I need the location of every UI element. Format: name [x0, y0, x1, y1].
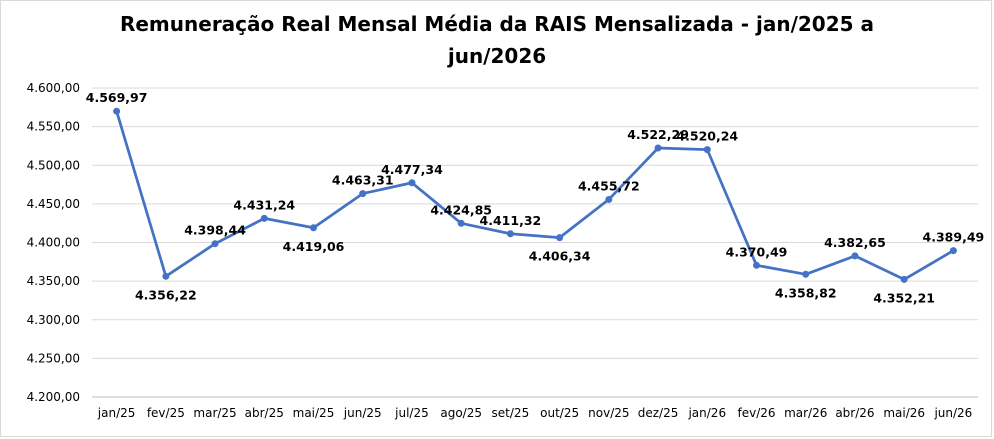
x-tick-label: jun/25	[343, 406, 382, 420]
data-point	[949, 247, 957, 255]
data-label: 4.411,32	[480, 213, 542, 228]
data-label: 4.455,72	[578, 178, 640, 193]
data-label: 4.522,29	[627, 127, 689, 142]
data-point	[605, 195, 613, 203]
data-label: 4.406,34	[529, 249, 591, 264]
data-label: 4.520,24	[676, 129, 738, 144]
x-tick-label: jun/26	[933, 406, 972, 420]
data-point	[654, 144, 662, 152]
data-point	[900, 275, 908, 283]
data-label: 4.389,49	[923, 230, 985, 245]
x-tick-label: fev/26	[737, 406, 775, 420]
x-tick-label: set/25	[492, 406, 530, 420]
data-label: 4.431,24	[233, 197, 295, 212]
y-tick-label: 4.250,00	[27, 351, 80, 365]
data-point	[408, 179, 416, 187]
data-point	[556, 234, 564, 242]
data-point	[359, 190, 367, 198]
x-tick-label: mai/25	[293, 406, 335, 420]
data-label: 4.370,49	[726, 244, 788, 259]
y-tick-label: 4.450,00	[27, 197, 80, 211]
x-tick-label: jul/25	[394, 406, 429, 420]
data-label: 4.477,34	[381, 162, 443, 177]
x-tick-label: dez/25	[638, 406, 679, 420]
x-tick-label: abr/26	[835, 406, 874, 420]
data-point	[113, 107, 121, 115]
y-tick-label: 4.400,00	[27, 236, 80, 250]
chart-title-line-1: Remuneração Real Mensal Média da RAIS Me…	[119, 12, 875, 36]
data-label: 4.463,31	[332, 173, 394, 188]
data-point	[506, 230, 514, 238]
data-point	[703, 146, 711, 154]
data-label: 4.424,85	[430, 202, 492, 217]
x-tick-label: abr/25	[245, 406, 284, 420]
x-tick-label: ago/25	[440, 406, 482, 420]
x-tick-label: jan/26	[687, 406, 726, 420]
chart-title-line-2: jun/2026	[447, 44, 547, 68]
y-tick-label: 4.500,00	[27, 158, 80, 172]
y-tick-label: 4.300,00	[27, 313, 80, 327]
y-tick-label: 4.200,00	[27, 390, 80, 404]
y-tick-label: 4.550,00	[27, 120, 80, 134]
data-point	[851, 252, 859, 260]
data-label: 4.356,22	[135, 287, 197, 302]
y-tick-label: 4.350,00	[27, 274, 80, 288]
data-label: 4.569,97	[86, 90, 148, 105]
x-tick-label: fev/25	[147, 406, 185, 420]
data-point	[260, 214, 268, 222]
data-point	[310, 224, 317, 232]
data-label: 4.398,44	[184, 223, 246, 238]
chart-title: Remuneração Real Mensal Média da RAIS Me…	[0, 8, 994, 72]
y-tick-label: 4.600,00	[27, 81, 80, 95]
x-tick-label: nov/25	[588, 406, 629, 420]
data-point	[211, 240, 219, 248]
data-point	[162, 272, 170, 280]
data-label: 4.419,06	[283, 239, 345, 254]
data-point	[802, 270, 810, 278]
data-label: 4.352,21	[873, 290, 935, 305]
data-point	[457, 219, 465, 227]
data-label: 4.382,65	[824, 235, 886, 250]
x-tick-label: jan/25	[97, 406, 136, 420]
x-tick-label: out/25	[540, 406, 579, 420]
x-tick-label: mar/26	[784, 406, 827, 420]
series-line	[115, 109, 955, 281]
data-label: 4.358,82	[775, 285, 837, 300]
x-tick-label: mai/26	[883, 406, 925, 420]
data-point	[753, 261, 760, 269]
x-tick-label: mar/25	[193, 406, 236, 420]
